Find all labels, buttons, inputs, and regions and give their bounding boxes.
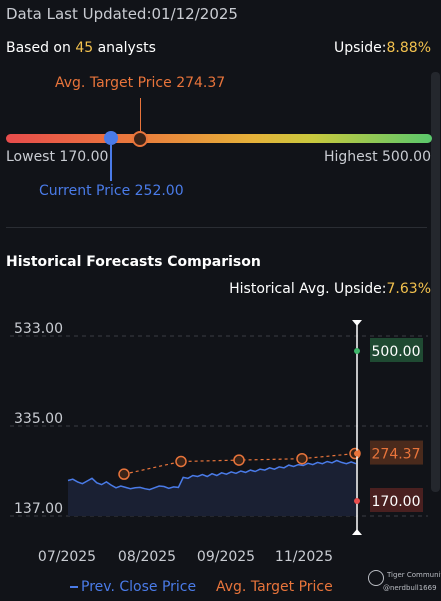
range-arrow-bottom: [352, 529, 362, 535]
x-tick-label: 09/2025: [197, 549, 255, 565]
range-marker-box: [370, 440, 423, 465]
avg-target-pointer: [140, 98, 141, 132]
current-price-label: Current Price 252.00: [39, 183, 184, 199]
range-marker-dot: [354, 348, 360, 354]
historical-forecast-chart: 533.00 335.00 137.00 500.00 274.37 170.00 07/2…: [10, 320, 428, 565]
x-tick-label: 11/2025: [275, 549, 333, 565]
avg-target-point: [118, 468, 130, 480]
range-marker-box: [370, 488, 423, 512]
avg-target-label: Avg. Target Price 274.37: [55, 75, 226, 91]
y-tick-label: 533.00: [14, 321, 63, 337]
highest-label: Highest 500.00: [323, 149, 431, 165]
tiger-logo-icon: [368, 570, 384, 586]
x-tick-label: 08/2025: [118, 549, 176, 565]
range-marker-dot: [354, 450, 360, 457]
legend-avg-target[interactable]: Avg. Target Price: [216, 579, 333, 595]
historical-title: Historical Forecasts Comparison: [6, 254, 261, 270]
range-marker-dot: [354, 498, 360, 504]
range-marker-label: 500.00: [372, 344, 421, 360]
range-marker-label: 274.37: [372, 447, 421, 463]
avg-target-point: [175, 455, 187, 468]
avg-target-point: [233, 454, 245, 466]
avg-target-point: [296, 452, 308, 465]
analyst-count-text: Based on 45 analysts: [6, 40, 156, 56]
analyst-count: 45: [75, 40, 94, 56]
range-marker-box: [370, 338, 423, 362]
current-price-marker: [104, 131, 118, 145]
upside-text: Upside:8.88%: [333, 40, 431, 56]
watermark-brand: Tiger Community: [387, 571, 441, 579]
y-tick-label: 137.00: [14, 501, 63, 517]
range-marker-label: 170.00: [372, 494, 421, 510]
data-updated-text: Data Last Updated:01/12/2025: [6, 5, 238, 23]
legend-close-swatch: [70, 586, 78, 588]
avg-target-marker: [132, 131, 148, 147]
watermark-user: @nerdbull1669: [383, 584, 437, 592]
scrollbar[interactable]: [431, 72, 440, 492]
section-divider: [6, 227, 427, 228]
lowest-label: Lowest 170.00: [6, 149, 109, 165]
close-price-area: [68, 460, 356, 516]
x-tick-label: 07/2025: [38, 549, 96, 565]
y-tick-label: 335.00: [14, 411, 63, 427]
upside-value: 8.88%: [386, 40, 431, 56]
historical-upside-text: Historical Avg. Upside:7.63%: [229, 281, 431, 297]
current-price-pointer: [110, 145, 112, 181]
historical-upside-value: 7.63%: [386, 281, 431, 297]
range-arrow-top: [352, 320, 362, 326]
legend-close-price[interactable]: Prev. Close Price: [70, 579, 196, 595]
close-price-line: [67, 459, 357, 491]
price-range-bar: [6, 134, 432, 143]
